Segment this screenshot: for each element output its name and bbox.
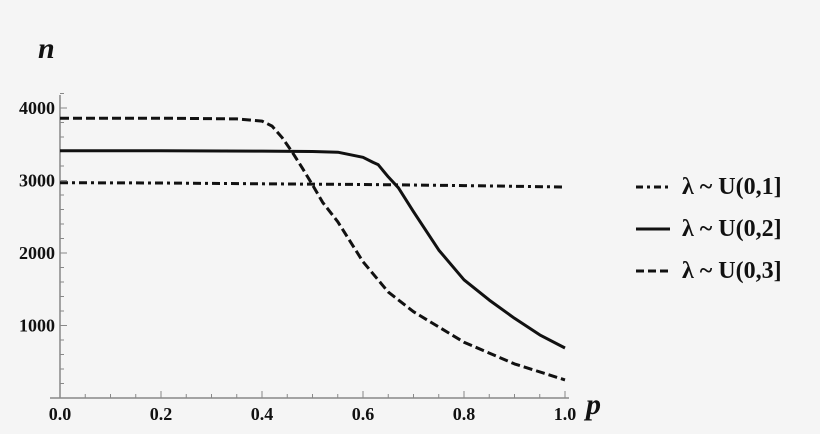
series-line-solid xyxy=(60,149,566,350)
axes: 0.0 0.2 0.4 0.6 0.8 1.0 1000 2000 3000 4000 xyxy=(19,93,577,424)
legend-label: λ ~ U(0,2] xyxy=(682,215,782,242)
x-tick-label: 0.8 xyxy=(453,404,476,424)
legend-label: λ ~ U(0,1] xyxy=(682,173,782,200)
legend-item-u03: λ ~ U(0,3] xyxy=(636,250,782,292)
y-tick-label: 4000 xyxy=(19,98,55,118)
y-tick-label: 1000 xyxy=(19,316,55,336)
legend-item-u02: λ ~ U(0,2] xyxy=(636,208,782,250)
series-line-dashdot xyxy=(59,181,566,189)
x-tick-label: 1.0 xyxy=(554,404,577,424)
x-tick-label: 0.4 xyxy=(251,404,274,424)
legend-label: λ ~ U(0,3] xyxy=(682,257,782,284)
y-axis-title: n xyxy=(38,32,55,65)
x-axis-title: p xyxy=(583,388,601,421)
x-tick-label: 0.2 xyxy=(150,404,173,424)
y-tick-label: 2000 xyxy=(19,243,55,263)
y-tick-label: 3000 xyxy=(19,171,55,191)
legend-item-u01: λ ~ U(0,1] xyxy=(636,166,782,208)
dashdot-line-icon xyxy=(636,185,670,189)
legend: λ ~ U(0,1] λ ~ U(0,2] λ ~ U(0,3] xyxy=(636,166,782,292)
series-group xyxy=(59,116,566,382)
x-tick-label: 0.6 xyxy=(352,404,375,424)
series-line-dashed xyxy=(60,116,566,382)
solid-line-icon xyxy=(636,227,670,231)
x-tick-label: 0.0 xyxy=(49,404,72,424)
dashed-line-icon xyxy=(636,269,670,273)
